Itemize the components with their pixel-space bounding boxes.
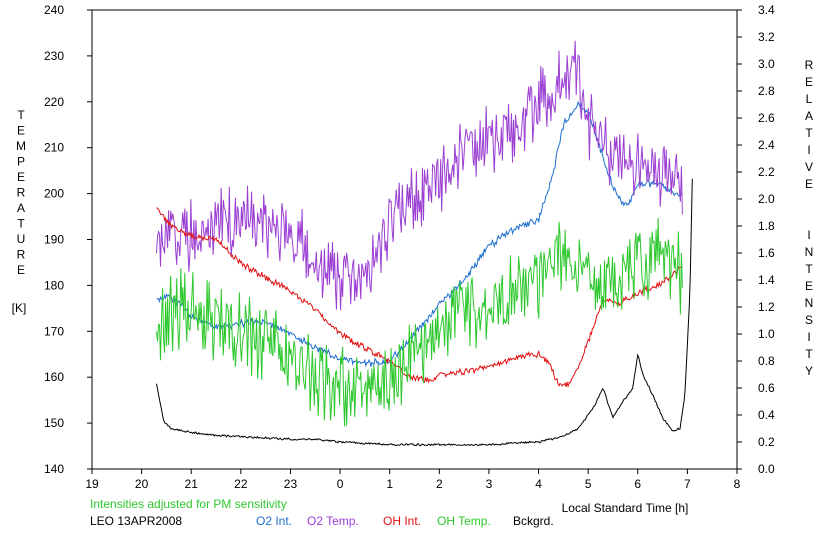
right-axis-title-letter: I [807, 228, 810, 242]
x-tick-label: 4 [535, 477, 542, 491]
right-axis-title-letter: T [805, 347, 813, 361]
right-axis-title-letter: A [805, 109, 813, 123]
right-axis-title-letter: Y [805, 364, 813, 378]
left-axis-title-letter: M [16, 139, 26, 153]
left-tick-label: 210 [44, 141, 64, 155]
right-axis-title-letter: I [807, 143, 810, 157]
right-tick-label: 0.0 [758, 462, 775, 476]
right-tick-label: 1.8 [758, 219, 775, 233]
x-tick-label: 1 [386, 477, 393, 491]
left-tick-label: 150 [44, 416, 64, 430]
right-tick-label: 2.8 [758, 84, 775, 98]
right-tick-label: 2.4 [758, 138, 775, 152]
legend-entry: O2 Int. [256, 514, 292, 528]
right-tick-label: 3.0 [758, 57, 775, 71]
right-axis-title-letter: V [805, 160, 813, 174]
x-tick-label: 22 [234, 477, 248, 491]
left-axis-title-letter: R [17, 248, 26, 262]
station-date-label: LEO 13APR2008 [90, 514, 182, 528]
left-axis-title-letter: A [17, 201, 25, 215]
left-axis-title-letter: T [17, 217, 25, 231]
left-tick-label: 170 [44, 324, 64, 338]
right-axis-title-letter: T [805, 126, 813, 140]
right-axis-title-letter: N [805, 296, 814, 310]
left-tick-label: 200 [44, 187, 64, 201]
right-tick-label: 0.2 [758, 435, 775, 449]
series-line-o2-temp [156, 40, 683, 311]
left-axis-title-letter: E [17, 170, 25, 184]
x-tick-label: 2 [436, 477, 443, 491]
right-tick-label: 2.0 [758, 192, 775, 206]
left-axis-title-letter: E [17, 263, 25, 277]
x-tick-label: 6 [634, 477, 641, 491]
left-tick-label: 220 [44, 95, 64, 109]
right-axis-title-letter: R [805, 58, 814, 72]
x-tick-label: 8 [734, 477, 741, 491]
left-tick-label: 140 [44, 462, 64, 476]
left-tick-label: 240 [44, 3, 64, 17]
legend-entry: Bckgrd. [513, 514, 554, 528]
right-tick-label: 2.2 [758, 165, 775, 179]
right-tick-label: 0.4 [758, 408, 775, 422]
legend-entry: O2 Temp. [307, 514, 359, 528]
left-tick-label: 230 [44, 49, 64, 63]
x-tick-label: 20 [135, 477, 149, 491]
right-axis-title-letter: S [805, 313, 813, 327]
right-axis-title-letter: I [807, 330, 810, 344]
right-tick-label: 1.4 [758, 273, 775, 287]
right-tick-label: 1.6 [758, 246, 775, 260]
right-axis-title-letter: N [805, 245, 814, 259]
series-line-oh-temp [156, 218, 683, 427]
x-tick-label: 7 [684, 477, 691, 491]
right-tick-label: 3.4 [758, 3, 775, 17]
right-axis-title-letter: E [805, 279, 813, 293]
right-tick-label: 1.2 [758, 300, 775, 314]
left-tick-label: 180 [44, 278, 64, 292]
series-line-o2-int [156, 100, 683, 368]
right-tick-label: 0.6 [758, 381, 775, 395]
left-axis-title-letter: P [17, 155, 25, 169]
right-tick-label: 1.0 [758, 327, 775, 341]
right-tick-label: 0.8 [758, 354, 775, 368]
right-tick-label: 3.2 [758, 30, 775, 44]
left-axis-unit: [K] [12, 301, 27, 315]
right-axis-title-letter: L [806, 92, 813, 106]
left-axis-title-letter: U [17, 232, 26, 246]
x-tick-label: 19 [85, 477, 99, 491]
left-axis-title-letter: R [17, 186, 26, 200]
x-tick-label: 3 [486, 477, 493, 491]
legend-entry: OH Int. [383, 514, 421, 528]
right-axis-title-letter: E [805, 75, 813, 89]
legend-entry: OH Temp. [437, 514, 491, 528]
right-axis-title-letter: E [805, 177, 813, 191]
series-line-bckgrd [156, 178, 693, 447]
series-line-oh-int [156, 207, 683, 388]
left-tick-label: 160 [44, 370, 64, 384]
sensitivity-note: Intensities adjusted for PM sensitivity [90, 497, 287, 511]
x-tick-label: 0 [337, 477, 344, 491]
left-tick-label: 190 [44, 233, 64, 247]
x-axis-title: Local Standard Time [h] [562, 501, 689, 515]
right-tick-label: 2.6 [758, 111, 775, 125]
left-axis-title-letter: E [17, 124, 25, 138]
x-tick-label: 23 [284, 477, 298, 491]
left-axis-title-letter: T [17, 108, 25, 122]
x-tick-label: 21 [185, 477, 199, 491]
x-tick-label: 5 [585, 477, 592, 491]
right-axis-title-letter: T [805, 262, 813, 276]
